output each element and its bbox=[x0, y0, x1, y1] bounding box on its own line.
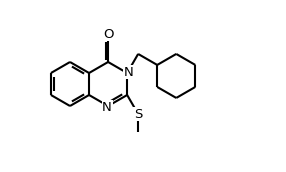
Text: O: O bbox=[103, 28, 113, 40]
Text: N: N bbox=[123, 66, 133, 78]
Text: N: N bbox=[102, 100, 112, 114]
Text: S: S bbox=[134, 108, 142, 121]
